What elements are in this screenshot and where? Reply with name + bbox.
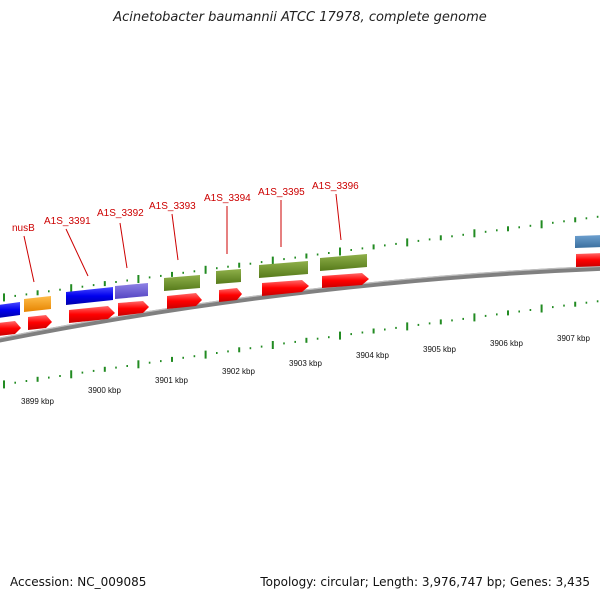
scale-label: 3900 kbp [88,386,121,395]
gene-feature[interactable] [66,287,113,305]
gene-label-nusb[interactable]: nusB [12,223,35,234]
scale-label: 3907 kbp [557,334,590,343]
scale-label: 3904 kbp [356,351,389,360]
gene-feature[interactable] [575,235,600,248]
cds-arrow[interactable] [28,315,52,330]
gene-feature[interactable] [115,283,148,299]
gene-feature[interactable] [0,302,20,318]
scale-label: 3906 kbp [490,339,523,348]
gene-feature[interactable] [320,254,367,271]
map-title: Acinetobacter baumannii ATCC 17978, comp… [113,10,487,25]
gene-feature[interactable] [164,275,200,291]
cds-strand [0,253,600,336]
gene-feature[interactable] [259,261,308,278]
scale-labels: 3899 kbp 3900 kbp 3901 kbp 3902 kbp 3903… [21,334,590,406]
gene-label-a1s-3391[interactable]: A1S_3391 [44,216,91,227]
scale-label: 3899 kbp [21,397,54,406]
accession-text: Accession: NC_009085 [10,575,147,589]
cds-arrow[interactable] [322,273,369,288]
gene-label-a1s-3394[interactable]: A1S_3394 [204,193,251,204]
gene-feature[interactable] [216,269,241,284]
cds-arrow[interactable] [167,293,202,309]
gene-feature[interactable] [24,296,51,312]
scale-label: 3901 kbp [155,376,188,385]
gene-label-a1s-3393[interactable]: A1S_3393 [149,201,196,212]
scale-label: 3905 kbp [423,345,456,354]
cds-arrow[interactable] [118,301,149,316]
gene-label-a1s-3396[interactable]: A1S_3396 [312,181,359,192]
cds-arrow[interactable] [0,321,21,336]
cds-arrow[interactable] [219,288,242,302]
inner-scale-ticks [3,300,599,389]
gene-label-a1s-3392[interactable]: A1S_3392 [97,208,144,219]
forward-strand-genes [0,235,600,318]
gene-label-a1s-3395[interactable]: A1S_3395 [258,187,305,198]
genome-backbone [0,265,600,343]
genome-backbone-highlight [0,265,600,339]
gene-labels: nusB A1S_3391 A1S_3392 A1S_3393 A1S_3394… [12,181,359,234]
cds-arrow[interactable] [69,306,115,323]
outer-scale-ticks [3,215,599,302]
genome-summary-text: Topology: circular; Length: 3,976,747 bp… [260,575,590,589]
scale-label: 3902 kbp [222,367,255,376]
cds-arrow[interactable] [262,280,309,296]
scale-label: 3903 kbp [289,359,322,368]
gene-label-leaders [23,193,342,283]
cds-arrow[interactable] [576,253,600,267]
